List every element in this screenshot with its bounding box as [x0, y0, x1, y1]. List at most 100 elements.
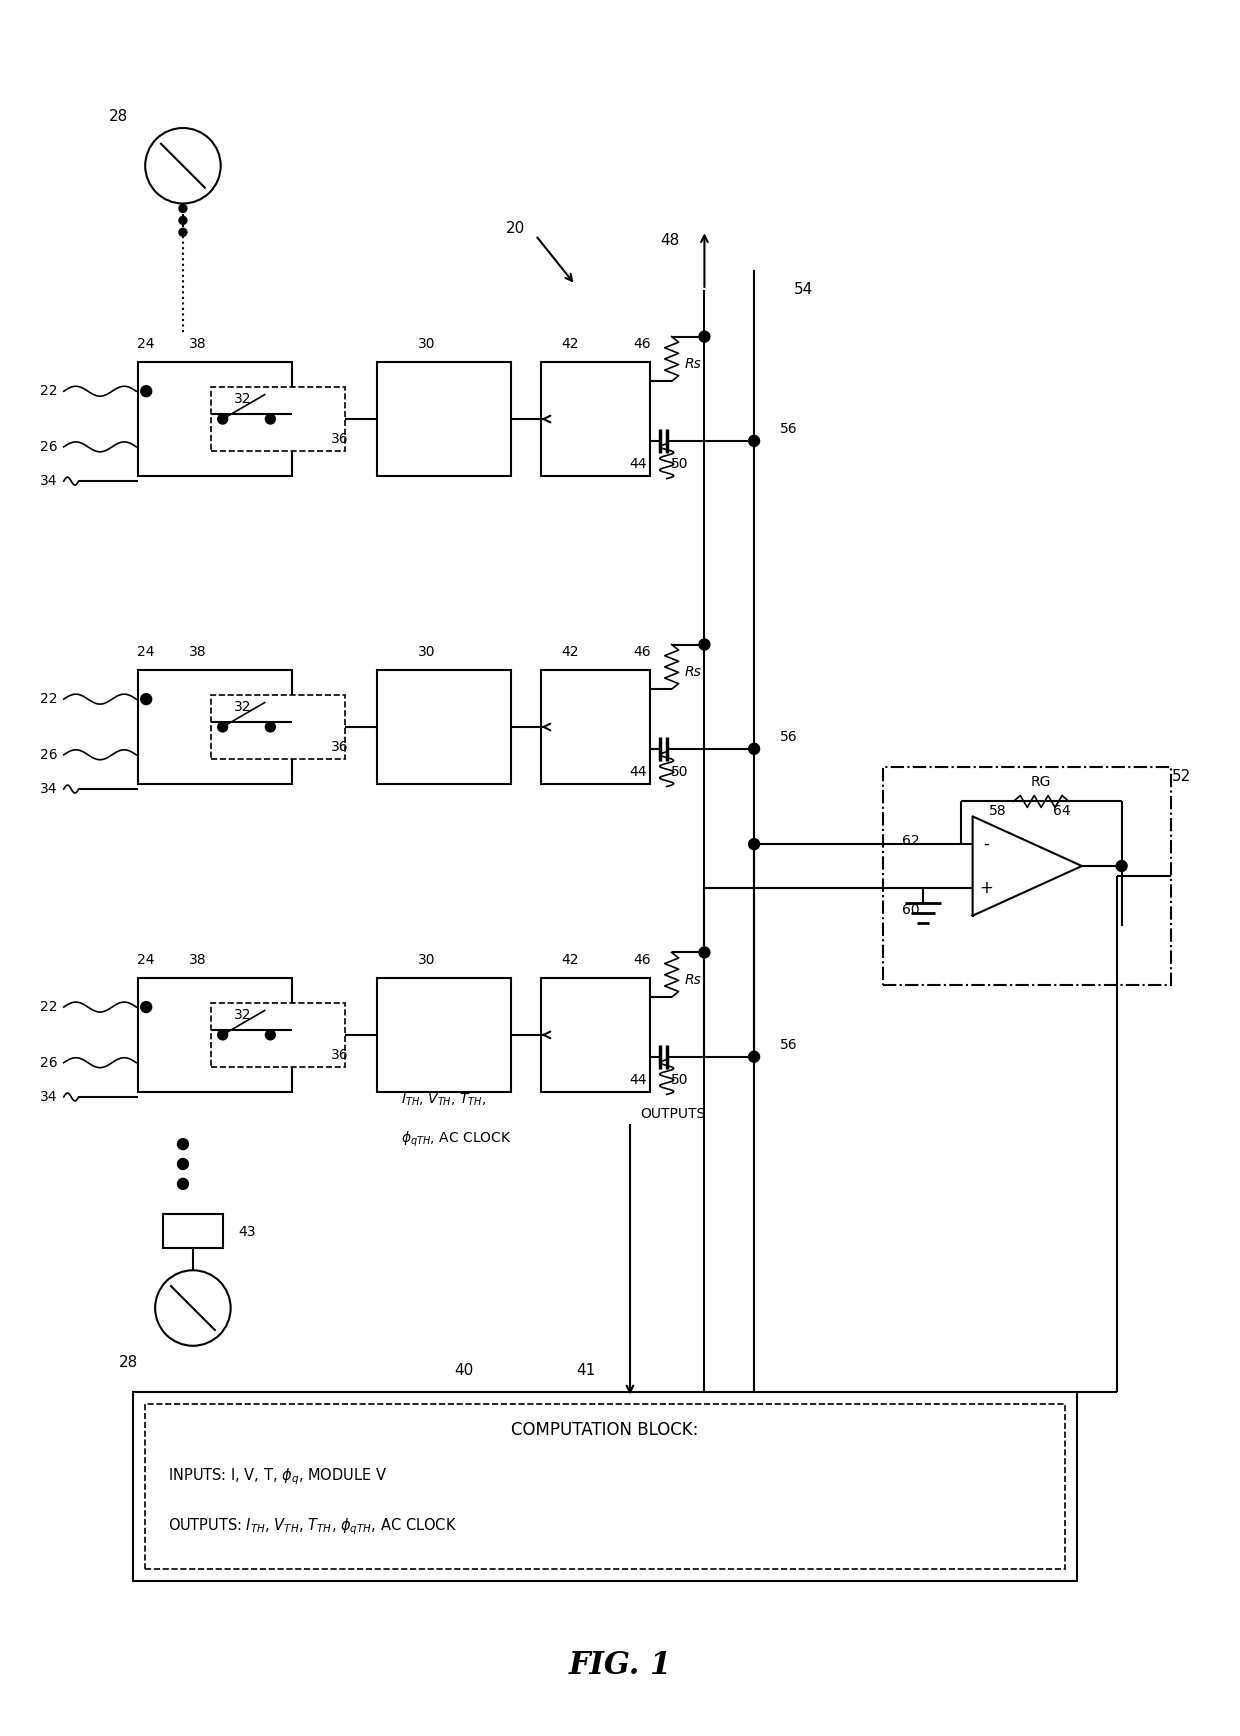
Text: 34: 34 [40, 781, 57, 797]
Text: 34: 34 [40, 474, 57, 488]
Text: 24: 24 [138, 953, 155, 967]
Text: 56: 56 [780, 1038, 797, 1052]
Text: 44: 44 [629, 764, 646, 779]
Text: +: + [980, 878, 993, 898]
Text: 20: 20 [506, 220, 526, 236]
Bar [211, 1003, 345, 1066]
Circle shape [749, 436, 760, 446]
Bar [541, 977, 650, 1092]
Circle shape [218, 722, 228, 733]
Circle shape [265, 1029, 275, 1040]
Text: 26: 26 [40, 439, 58, 453]
Circle shape [179, 217, 187, 224]
Bar [541, 670, 650, 785]
Circle shape [179, 205, 187, 212]
Bar [377, 670, 511, 785]
Bar [211, 694, 345, 759]
Circle shape [141, 385, 151, 398]
Text: -: - [983, 835, 990, 852]
Text: 28: 28 [109, 109, 128, 123]
Circle shape [749, 743, 760, 753]
Bar [541, 361, 650, 476]
Text: 46: 46 [634, 646, 651, 660]
Circle shape [749, 1052, 760, 1062]
Text: 30: 30 [418, 646, 435, 660]
Bar [138, 977, 293, 1092]
Text: 56: 56 [780, 422, 797, 436]
Text: 44: 44 [629, 1073, 646, 1087]
Circle shape [141, 1002, 151, 1012]
Text: 34: 34 [40, 1090, 57, 1104]
Bar [883, 767, 1172, 986]
Text: RG: RG [1030, 774, 1052, 788]
Text: 58: 58 [988, 804, 1006, 818]
Text: 46: 46 [634, 953, 651, 967]
Circle shape [177, 1139, 188, 1149]
Text: 50: 50 [671, 457, 688, 470]
Text: 32: 32 [234, 700, 252, 713]
Circle shape [218, 1029, 228, 1040]
Circle shape [1116, 861, 1127, 871]
Text: 42: 42 [562, 337, 579, 351]
Text: 54: 54 [794, 283, 813, 297]
Text: 50: 50 [671, 764, 688, 779]
Bar [145, 1404, 1065, 1569]
Text: Rs: Rs [684, 974, 702, 988]
Text: 52: 52 [1172, 769, 1190, 785]
Bar [164, 1213, 223, 1248]
Text: 32: 32 [234, 1009, 252, 1023]
Text: $\phi_{qTH}$, AC CLOCK: $\phi_{qTH}$, AC CLOCK [402, 1130, 512, 1149]
Text: 24: 24 [138, 337, 155, 351]
Bar [211, 387, 345, 451]
Text: 40: 40 [454, 1363, 474, 1378]
Circle shape [699, 332, 709, 342]
Bar [377, 361, 511, 476]
Text: 32: 32 [234, 392, 252, 406]
Text: 64: 64 [1053, 804, 1071, 818]
Text: 24: 24 [138, 646, 155, 660]
Text: 30: 30 [418, 337, 435, 351]
Text: 22: 22 [40, 1000, 57, 1014]
Text: 50: 50 [671, 1073, 688, 1087]
Text: $I_{TH}$, $V_{TH}$, $T_{TH}$,: $I_{TH}$, $V_{TH}$, $T_{TH}$, [402, 1092, 487, 1108]
Text: 22: 22 [40, 693, 57, 707]
Text: 42: 42 [562, 646, 579, 660]
Bar [377, 977, 511, 1092]
Polygon shape [972, 816, 1081, 915]
Circle shape [141, 694, 151, 705]
Text: 38: 38 [188, 953, 207, 967]
Circle shape [265, 722, 275, 733]
Text: 22: 22 [40, 384, 57, 398]
Text: Rs: Rs [684, 358, 702, 372]
Text: OUTPUTS: $I_{TH}$, $V_{TH}$, $T_{TH}$, $\phi_{qTH}$, AC CLOCK: OUTPUTS: $I_{TH}$, $V_{TH}$, $T_{TH}$, $… [169, 1516, 458, 1536]
Text: 38: 38 [188, 646, 207, 660]
Circle shape [177, 1158, 188, 1170]
Text: 36: 36 [331, 740, 348, 753]
Text: COMPUTATION BLOCK:: COMPUTATION BLOCK: [511, 1422, 699, 1439]
Text: 38: 38 [188, 337, 207, 351]
Circle shape [749, 838, 760, 849]
Text: 43: 43 [239, 1224, 257, 1238]
Text: INPUTS: I, V, T, $\phi_q$, MODULE V: INPUTS: I, V, T, $\phi_q$, MODULE V [169, 1467, 387, 1488]
Text: 36: 36 [331, 432, 348, 446]
Bar [138, 361, 293, 476]
Text: FIG. 1: FIG. 1 [568, 1651, 672, 1680]
Circle shape [179, 229, 187, 236]
Circle shape [177, 1179, 188, 1189]
Bar [133, 1392, 1076, 1581]
Circle shape [218, 415, 228, 424]
Text: 26: 26 [40, 1055, 58, 1069]
Text: 48: 48 [660, 233, 680, 248]
Text: 62: 62 [903, 835, 920, 849]
Text: 42: 42 [562, 953, 579, 967]
Text: 46: 46 [634, 337, 651, 351]
Text: 36: 36 [331, 1049, 348, 1062]
Text: 41: 41 [577, 1363, 596, 1378]
Circle shape [265, 415, 275, 424]
Text: 56: 56 [780, 729, 797, 745]
Text: Rs: Rs [684, 665, 702, 679]
Text: 28: 28 [119, 1356, 138, 1370]
Text: 44: 44 [629, 457, 646, 470]
Circle shape [699, 946, 709, 958]
Text: 30: 30 [418, 953, 435, 967]
